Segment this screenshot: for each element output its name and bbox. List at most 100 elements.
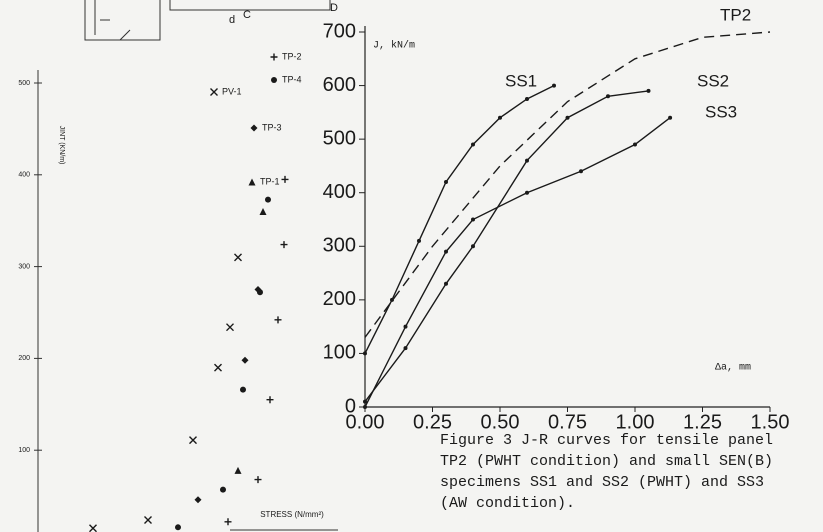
x-tick-label: 0.00: [346, 411, 385, 433]
data-point: [565, 115, 570, 120]
data-point: [265, 196, 271, 203]
data-point: [234, 253, 242, 262]
y-tick-label: 200: [18, 355, 30, 362]
series-label: TP2: [720, 5, 751, 24]
data-point: [254, 286, 262, 294]
data-point: [240, 386, 246, 393]
data-point: [254, 476, 262, 484]
x-tick-label: 1.50: [751, 411, 790, 433]
x-tick-label: 0.25: [413, 411, 452, 433]
legend-marker: [271, 77, 277, 83]
x-tick-label: 1.25: [683, 411, 722, 433]
series-line: [364, 117, 671, 408]
data-point: [444, 281, 448, 286]
y-tick-label: 400: [18, 172, 30, 179]
caption-line: (AW condition).: [440, 495, 575, 512]
data-point: [226, 323, 234, 332]
y-axis-label: J, kN/m: [373, 40, 415, 52]
series-label: SS3: [705, 102, 737, 121]
data-point: [363, 399, 367, 404]
legend-label: TP-4: [282, 74, 302, 84]
data-point: [552, 83, 556, 88]
data-point: [144, 515, 152, 524]
y-tick-label: 300: [18, 263, 30, 270]
data-point: [224, 518, 232, 526]
data-point: [403, 346, 408, 351]
x-axis-label: Δa, mm: [715, 363, 751, 374]
data-point: [646, 88, 651, 93]
series-label: SS2: [697, 71, 729, 90]
data-point: [175, 524, 181, 531]
data-point: [281, 175, 289, 183]
x-tick-label: 1.00: [616, 411, 655, 433]
y-tick-label: 300: [323, 235, 356, 257]
legend-label: TP-1: [260, 176, 280, 186]
y-tick-label: 400: [323, 181, 356, 203]
x-tick-label: 0.75: [548, 411, 587, 433]
drawing-fragment: [84, 0, 161, 41]
legend-label: TP-3: [262, 122, 282, 132]
data-point: [471, 217, 475, 222]
y-tick-label: 100: [323, 342, 356, 364]
data-point: [274, 316, 282, 324]
data-point: [220, 486, 226, 493]
data-point: [241, 356, 249, 364]
series-line: [364, 84, 555, 354]
figure-fragment: [84, 0, 331, 41]
legend-marker: [210, 88, 218, 96]
caption-line: specimens SS1 and SS2 (PWHT) and SS3: [440, 474, 764, 491]
data-point: [471, 244, 475, 249]
x-tick-label: 0.50: [481, 411, 520, 433]
data-point: [363, 405, 367, 409]
data-point: [403, 324, 408, 329]
data-point: [525, 190, 529, 195]
data-point: [259, 208, 267, 216]
data-point: [390, 297, 394, 302]
data-point: [633, 142, 637, 147]
fragment-label: D: [330, 2, 338, 14]
fragment-label: d: [229, 14, 235, 26]
y-tick-label: 500: [323, 127, 356, 149]
series-label: SS1: [505, 71, 537, 90]
series-line: [364, 31, 771, 338]
data-point: [444, 249, 448, 254]
data-point: [498, 115, 502, 120]
y-tick-label: 100: [18, 447, 30, 454]
data-point: [363, 351, 367, 356]
data-point: [280, 241, 288, 249]
legend-marker: [248, 178, 256, 186]
data-point: [606, 94, 610, 99]
data-point: [194, 496, 202, 504]
data-point: [444, 180, 448, 184]
caption: Figure 3 J-R curves for tensile panel TP2…: [440, 432, 773, 512]
y-axis-label: JINT (KN/m): [58, 126, 65, 165]
data-point: [89, 524, 97, 532]
y-tick-label: 600: [323, 74, 356, 96]
x-axis-label: STRESS (N/mm²): [260, 510, 324, 519]
data-point: [525, 158, 529, 163]
legend-marker: [270, 53, 278, 61]
caption-line: Figure 3 J-R curves for tensile panel: [440, 432, 773, 449]
data-point: [471, 142, 475, 147]
data-point: [214, 363, 222, 372]
legend-label: TP-2: [282, 51, 302, 61]
data-point: [189, 436, 197, 445]
legend-marker: [250, 124, 258, 132]
y-tick-label: 700: [323, 20, 356, 42]
data-point: [234, 466, 242, 474]
fragment-label: C: [243, 9, 251, 21]
caption-line: TP2 (PWHT condition) and small SEN(B): [440, 453, 773, 470]
data-point: [579, 169, 583, 174]
data-point: [266, 396, 274, 404]
y-tick-label: 0: [345, 395, 356, 417]
data-point: [417, 238, 421, 243]
y-tick-label: 500: [18, 80, 30, 87]
series-line: [364, 90, 649, 403]
legend-label: PV-1: [222, 86, 242, 96]
data-point: [525, 96, 529, 101]
box-fragment: [169, 0, 331, 11]
y-tick-label: 200: [323, 288, 356, 310]
data-point: [668, 115, 673, 120]
